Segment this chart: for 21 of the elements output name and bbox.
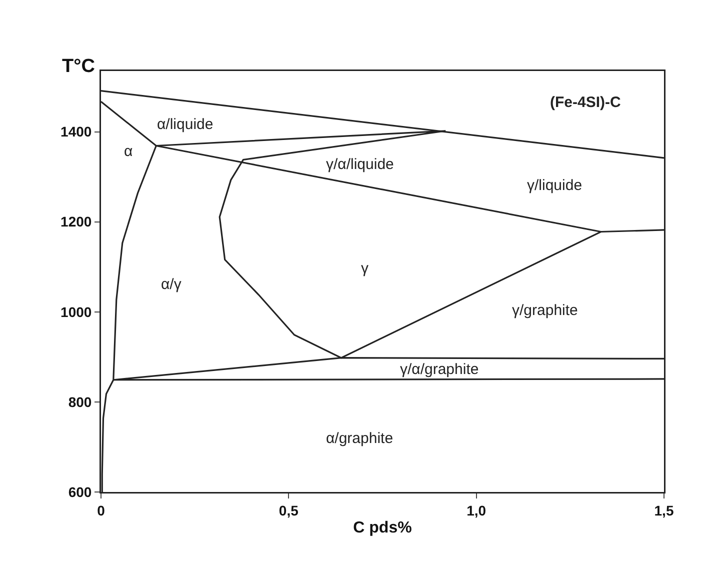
- annotation: γ: [361, 260, 369, 277]
- y-tick-label: 1200: [60, 214, 92, 230]
- x-tick-label: 1,0: [466, 502, 486, 518]
- annotation: α: [124, 143, 133, 160]
- annotation: γ/α/liquide: [326, 156, 394, 173]
- y-tick-label: 600: [68, 484, 92, 500]
- x-tick-label: 0,5: [278, 502, 299, 518]
- annotation: α/γ: [161, 276, 182, 293]
- y-tick-label: 1000: [60, 304, 92, 320]
- y-tick-label: 800: [68, 394, 92, 410]
- annotation: α/liquide: [157, 116, 214, 133]
- y-axis-title: T°C: [62, 56, 96, 77]
- annotation: α/graphite: [326, 430, 394, 447]
- x-tick-label: 0: [97, 502, 106, 518]
- annotation: γ/liquide: [527, 177, 582, 194]
- annotation: (Fe-4SI)-C: [550, 94, 621, 111]
- annotation: γ/α/graphite: [400, 361, 479, 378]
- x-axis-title: C pds%: [353, 520, 412, 537]
- annotation: γ/graphite: [512, 302, 578, 319]
- x-tick-label: 1,5: [654, 502, 674, 518]
- y-tick-label: 1400: [60, 124, 92, 140]
